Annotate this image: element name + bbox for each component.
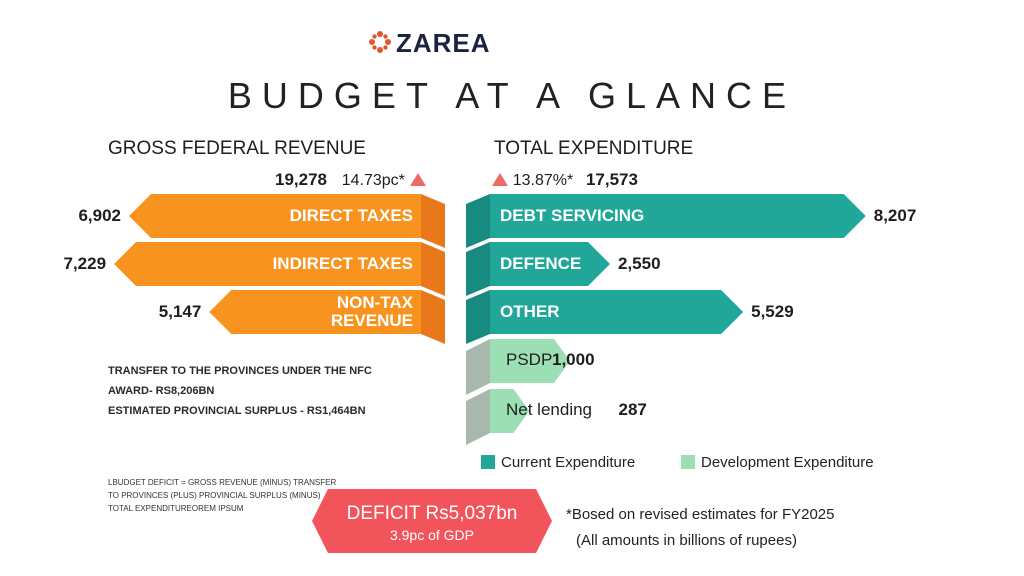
label-direct-taxes: DIRECT TAXES: [289, 206, 413, 225]
value-net-lending: 287: [618, 400, 647, 419]
up-arrow-icon: [492, 173, 508, 186]
bar-direct-taxes-side: [421, 194, 445, 248]
expenditure-bars: [466, 194, 866, 445]
label-other: OTHER: [500, 302, 560, 321]
bar-direct-taxes: [129, 194, 421, 238]
bar-non-tax-revenue-side: [421, 290, 445, 344]
value-direct-taxes: 6,902: [78, 206, 121, 225]
expenditure-summary: 13.87%* 17,573: [492, 170, 638, 190]
legend-current: Current Expenditure: [481, 454, 635, 471]
value-psdp: 1,000: [552, 350, 595, 369]
deficit-formula-line1: LBUDGET DEFICIT = GROSS REVENUE (MINUS) …: [108, 478, 337, 487]
transfer-note: TRANSFER TO THE PROVINCES UNDER THE NFC …: [108, 361, 372, 401]
deficit-formula-line2: TO PROVINCES (PLUS) PROVINCIAL SURPLUS (…: [108, 491, 321, 500]
deficit-label: DEFICIT Rs5,037bn: [346, 503, 518, 524]
value-defence: 2,550: [618, 254, 661, 273]
expenditure-change: 13.87%*: [512, 172, 574, 189]
revenue-bars: [114, 194, 445, 344]
deficit-text: DEFICIT Rs5,037bn 3.9pc of GDP: [312, 503, 552, 543]
label-indirect-taxes: INDIRECT TAXES: [272, 254, 413, 273]
bar-psdp: [490, 339, 570, 383]
brand-logo: ZAREA: [368, 26, 518, 60]
surplus-note: ESTIMATED PROVINCIAL SURPLUS - RS1,464BN: [108, 405, 366, 417]
brand-name: ZAREA: [396, 28, 491, 58]
page-title: BUDGET AT A GLANCE: [227, 75, 797, 116]
expenditure-title: TOTAL EXPENDITURE: [494, 138, 694, 159]
footnote-units: (All amounts in billions of rupees): [576, 532, 797, 549]
revenue-summary: 19,278 14.73pc*: [275, 170, 426, 190]
bar-debt-servicing-side: [466, 194, 490, 248]
deficit-formula: LBUDGET DEFICIT = GROSS REVENUE (MINUS) …: [108, 476, 336, 515]
label-defence: DEFENCE: [500, 254, 582, 273]
bar-indirect-taxes-side: [421, 242, 445, 296]
up-arrow-icon: [409, 173, 426, 186]
revenue-total: 19,278: [275, 170, 327, 189]
revenue-change: 14.73pc*: [341, 172, 405, 189]
bar-net-lending: [490, 389, 530, 433]
label-net-lending: Net lending: [506, 400, 593, 419]
label-psdp: PSDP: [506, 350, 553, 369]
deficit-gdp: 3.9pc of GDP: [389, 527, 475, 543]
bar-psdp-side: [466, 339, 490, 395]
value-other: 5,529: [751, 302, 794, 321]
deficit-formula-line3: TOTAL EXPENDITUREOREM IPSUM: [108, 504, 244, 513]
revenue-title: GROSS FEDERAL REVENUE: [108, 138, 366, 159]
footnote-estimates: *Bosed on revised estimates for FY2025: [566, 506, 835, 523]
brand-logo-icon: [369, 31, 391, 53]
transfer-note-line1: TRANSFER TO THE PROVINCES UNDER THE NFC: [108, 365, 372, 377]
legend-development-label: Development Expenditure: [701, 454, 874, 471]
bar-other-side: [466, 290, 490, 344]
bar-defence: [490, 242, 610, 286]
bar-indirect-taxes: [114, 242, 421, 286]
bar-other: [490, 290, 744, 334]
transfer-note-line2: AWARD- RS8,206BN: [108, 385, 215, 397]
bar-debt-servicing: [490, 194, 866, 238]
deficit-badge: [312, 489, 552, 553]
bar-non-tax-revenue: [209, 290, 421, 334]
bar-net-lending-side: [466, 389, 490, 445]
legend-current-swatch: [481, 455, 495, 469]
expenditure-total: 17,573: [585, 170, 638, 189]
legend-development-swatch: [681, 455, 695, 469]
value-debt-servicing: 8,207: [873, 206, 917, 225]
value-non-tax-revenue: 5,147: [158, 302, 202, 321]
legend-development: Development Expenditure: [681, 454, 874, 471]
label-non-tax-revenue: NON-TAX REVENUE: [330, 293, 413, 330]
bar-defence-side: [466, 242, 490, 296]
legend-current-label: Current Expenditure: [501, 454, 636, 471]
label-debt-servicing: DEBT SERVICING: [500, 206, 645, 225]
value-indirect-taxes: 7,229: [63, 254, 107, 273]
